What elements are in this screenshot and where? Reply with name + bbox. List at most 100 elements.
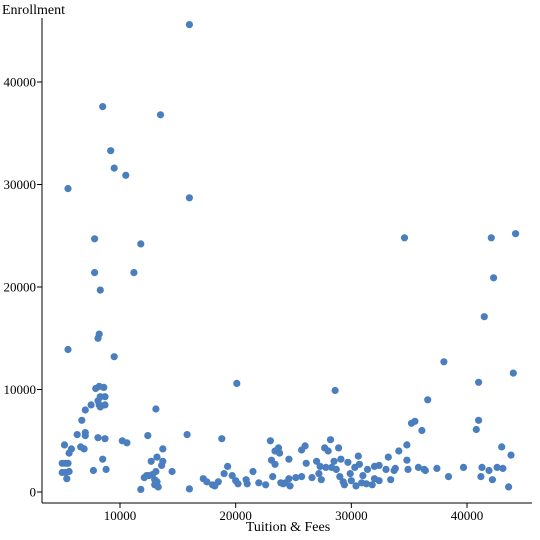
data-point <box>156 111 165 119</box>
data-point <box>87 401 95 409</box>
data-point <box>220 470 228 478</box>
data-point <box>233 379 241 387</box>
data-point <box>168 467 176 476</box>
data-point <box>418 426 426 435</box>
data-point <box>81 406 89 414</box>
data-point <box>185 194 193 202</box>
data-point <box>96 286 104 294</box>
data-point <box>375 477 383 485</box>
data-point <box>347 477 355 485</box>
data-point <box>110 164 118 172</box>
data-point <box>234 480 242 488</box>
data-point <box>64 459 72 467</box>
data-point <box>211 482 219 490</box>
data-point <box>344 458 352 466</box>
data-point <box>94 334 102 342</box>
data-point <box>285 475 293 483</box>
data-point <box>101 401 109 409</box>
data-point <box>355 460 363 468</box>
data-point <box>276 449 284 457</box>
data-point <box>92 384 100 393</box>
data-point <box>101 393 109 401</box>
data-point <box>433 464 441 472</box>
data-point <box>336 473 344 481</box>
data-point <box>301 442 309 450</box>
data-point <box>382 465 390 473</box>
y-ticks: 0 10000 20000 30000 40000 <box>4 75 42 500</box>
data-point <box>78 416 86 424</box>
data-point <box>266 437 274 445</box>
y-tick-label: 40000 <box>4 75 37 90</box>
data-point <box>153 453 161 461</box>
data-point <box>472 425 480 434</box>
data-point <box>101 435 109 443</box>
data-point <box>507 451 515 459</box>
data-point <box>154 483 162 491</box>
data-point <box>354 452 362 460</box>
data-point <box>298 473 306 481</box>
y-tick-label: 30000 <box>4 177 37 192</box>
data-point <box>475 416 483 424</box>
data-point <box>509 369 517 377</box>
data-point <box>123 439 131 447</box>
data-point <box>130 269 138 277</box>
data-point <box>65 467 73 476</box>
x-tick-label: 40000 <box>451 508 484 523</box>
data-point <box>477 473 485 481</box>
data-point <box>359 472 367 480</box>
data-point <box>332 465 340 473</box>
data-point <box>391 464 399 472</box>
data-point <box>404 465 412 473</box>
x-tick-label: 30000 <box>335 508 368 523</box>
data-point <box>159 445 167 453</box>
data-point <box>326 436 335 444</box>
data-point <box>414 463 422 471</box>
data-point <box>91 269 99 277</box>
data-point <box>362 480 370 488</box>
data-point <box>137 240 145 248</box>
data-point <box>102 465 110 473</box>
data-point <box>228 472 236 480</box>
data-point <box>249 467 257 476</box>
data-point <box>81 432 89 440</box>
data-point <box>315 470 323 478</box>
data-point <box>65 449 73 457</box>
data-point <box>308 474 316 482</box>
y-tick-label: 10000 <box>4 382 37 397</box>
data-point <box>73 431 81 439</box>
data-point <box>387 476 395 484</box>
data-point <box>64 185 72 193</box>
data-point <box>346 470 354 478</box>
data-point <box>316 462 324 470</box>
y-tick-label: 20000 <box>4 280 37 295</box>
data-points <box>58 21 520 493</box>
data-point <box>224 462 232 470</box>
data-point <box>110 353 118 361</box>
data-point <box>421 466 429 475</box>
data-point <box>375 461 383 469</box>
data-point <box>324 447 332 455</box>
data-point <box>488 476 496 484</box>
data-point <box>292 474 300 482</box>
data-point <box>403 441 411 449</box>
data-point <box>498 443 506 451</box>
data-point <box>122 171 130 179</box>
data-point <box>262 481 270 489</box>
x-ticks: 10000 20000 30000 40000 <box>104 503 484 523</box>
data-point <box>243 480 251 488</box>
data-point <box>152 405 160 413</box>
data-point <box>185 21 193 29</box>
data-point <box>411 417 419 425</box>
data-point <box>255 479 263 487</box>
data-point <box>185 485 193 493</box>
data-point <box>330 457 338 465</box>
x-tick-label: 10000 <box>104 508 137 523</box>
data-point <box>400 234 409 242</box>
data-point <box>64 345 72 354</box>
data-point <box>403 456 411 464</box>
data-point <box>459 463 468 471</box>
data-point <box>478 463 486 471</box>
data-point <box>363 465 372 473</box>
data-point <box>424 396 432 404</box>
